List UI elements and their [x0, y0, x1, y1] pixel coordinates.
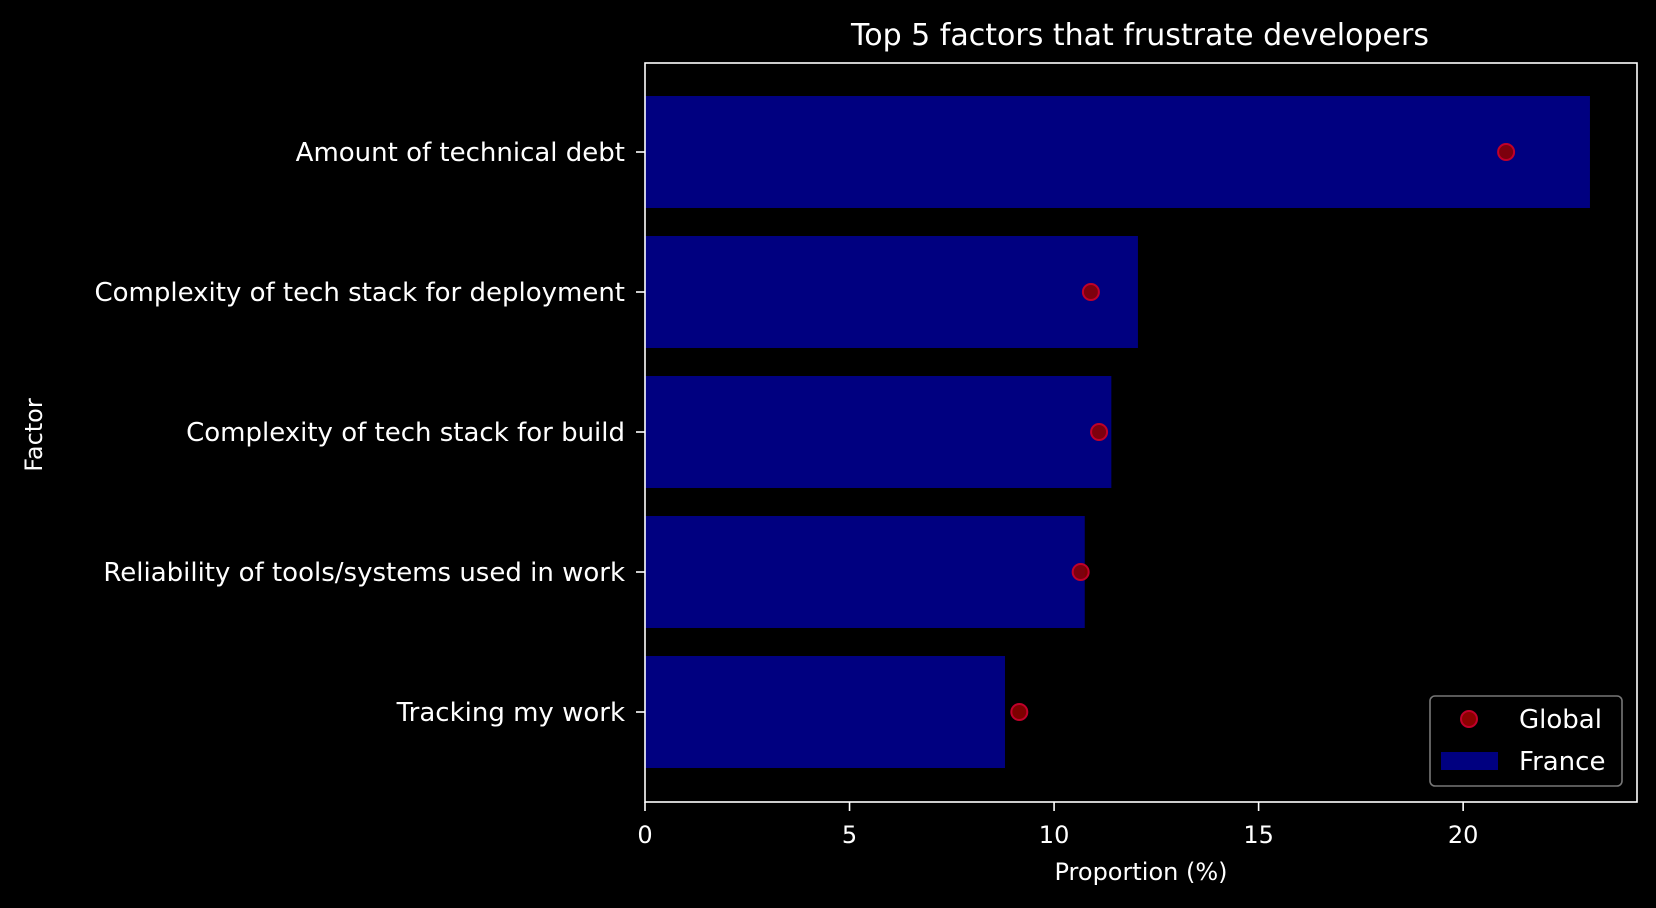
point-tracking-my-work	[1010, 703, 1029, 721]
y-tick-label-tracking-my-work: Tracking my work	[396, 698, 625, 728]
bar-complexity-of-tech-stack-for-deployment	[645, 236, 1138, 348]
legend-france-swatch	[1441, 752, 1498, 770]
y-tick-label-complexity-of-tech-stack-for-deployment: Complexity of tech stack for deployment	[95, 278, 626, 308]
y-tick-label-reliability-of-tools-systems-used-in-work: Reliability of tools/systems used in wor…	[103, 558, 625, 588]
points-layer	[1010, 143, 1516, 721]
y-tick-label-complexity-of-tech-stack-for-build: Complexity of tech stack for build	[186, 418, 625, 448]
x-axis-label: Proportion (%)	[1055, 858, 1228, 886]
point-complexity-of-tech-stack-for-build	[1090, 423, 1109, 441]
y-tick-label-amount-of-technical-debt: Amount of technical debt	[296, 138, 625, 168]
x-tick-label-10: 10	[1039, 821, 1070, 849]
legend-global-marker	[1460, 710, 1478, 728]
bars-layer	[645, 96, 1590, 768]
x-tick-label-15: 15	[1243, 821, 1274, 849]
x-axis: 0 5 10 15 20	[637, 802, 1478, 849]
point-amount-of-technical-debt	[1497, 143, 1516, 161]
y-axis-label: Factor	[20, 398, 48, 472]
legend-global-label: Global	[1519, 705, 1602, 735]
y-axis: Amount of technical debt Complexity of te…	[95, 138, 645, 728]
bar-reliability-of-tools-systems-used-in-work	[645, 516, 1085, 628]
x-tick-label-20: 20	[1448, 821, 1479, 849]
bar-amount-of-technical-debt	[645, 96, 1590, 208]
chart-title: Top 5 factors that frustrate developers	[850, 18, 1429, 53]
legend-france-label: France	[1519, 747, 1605, 777]
bar-tracking-my-work	[645, 656, 1005, 768]
x-tick-label-5: 5	[842, 821, 857, 849]
point-complexity-of-tech-stack-for-deployment	[1081, 283, 1100, 301]
legend: Global France	[1429, 695, 1623, 787]
x-tick-label-0: 0	[637, 821, 652, 849]
bar-complexity-of-tech-stack-for-build	[645, 376, 1112, 488]
point-reliability-of-tools-systems-used-in-work	[1071, 563, 1090, 581]
